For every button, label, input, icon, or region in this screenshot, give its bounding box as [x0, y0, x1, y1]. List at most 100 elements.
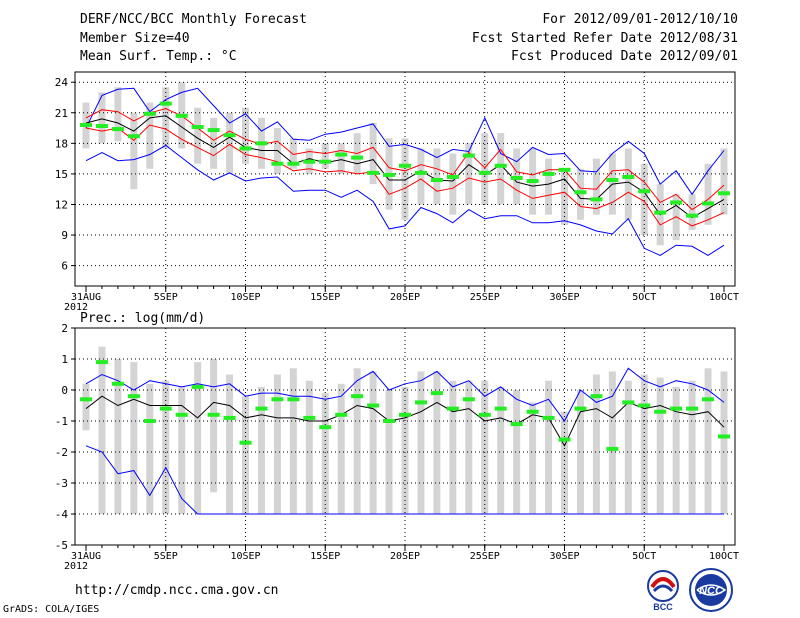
prec-ytick-label: 0: [61, 384, 68, 397]
prec-xtick-label: 10OCT: [709, 551, 739, 562]
temp-spread-bar: [289, 138, 297, 169]
temp-xtick-label: 15SEP: [310, 292, 340, 303]
prec-spread-bar: [401, 386, 409, 514]
prec-observed-marker: [654, 409, 667, 414]
prec-observed-marker: [223, 415, 236, 420]
temp-line-spread_upper: [85, 108, 725, 211]
temp-line-max: [85, 144, 725, 256]
prec-xtick-label: 15SEP: [310, 551, 340, 562]
prec-observed-marker: [95, 360, 108, 365]
temp-observed-marker: [670, 200, 683, 205]
prec-spread-bar: [608, 371, 616, 514]
temp-observed-marker: [127, 134, 140, 139]
prec-observed-marker: [446, 406, 459, 411]
temp-ytick-label: 6: [61, 260, 68, 273]
temp-observed-marker: [80, 122, 92, 127]
temp-ytick-label: 18: [55, 137, 68, 150]
temp-ytick-label: 9: [61, 229, 68, 242]
temp-xtick-label: 30SEP: [549, 292, 579, 303]
temp-observed-marker: [383, 172, 396, 177]
temp-observed-marker: [191, 125, 204, 130]
prec-observed-marker: [383, 419, 396, 423]
prec-observed-marker: [542, 415, 555, 420]
temp-xtick-label: 10SEP: [230, 292, 260, 303]
prec-observed-marker: [111, 381, 124, 386]
prec-ytick-label: -3: [55, 477, 68, 490]
prec-observed-marker: [80, 397, 92, 402]
forecast-start-date: Fcst Started Refer Date 2012/08/31: [471, 31, 738, 46]
prec-observed-marker: [606, 446, 619, 451]
prec-spread-bar: [369, 371, 377, 514]
source-url[interactable]: http://cmdp.ncc.cma.gov.cn: [75, 583, 279, 598]
prec-panel: -5 -4 -3 -2 -1 0 1 2 31AUG 5SEP 10SEP 15SEP 20SEP 25S…: [55, 311, 739, 572]
prec-spread-bar: [194, 362, 202, 514]
temp-ytick-label: 15: [55, 168, 68, 181]
prec-spread-bar: [672, 386, 680, 514]
temp-spread-bar: [497, 133, 505, 205]
temp-observed-marker: [159, 101, 172, 106]
temp-spread-bar: [146, 102, 154, 169]
prec-observed-marker: [638, 403, 651, 408]
variable-label: Mean Surf. Temp.: °C: [80, 49, 237, 64]
temp-observed-marker: [702, 201, 715, 206]
temp-xtick-label: 5SEP: [154, 292, 178, 303]
temp-observed-marker: [638, 189, 651, 194]
prec-observed-marker: [175, 412, 188, 417]
prec-spread-bar: [273, 374, 281, 514]
prec-spread-bar: [433, 371, 441, 514]
temp-observed-marker: [303, 159, 316, 164]
prec-ytick-label: -2: [55, 446, 68, 459]
temp-ytick-label: 21: [55, 107, 68, 120]
temp-spread-bar: [576, 168, 584, 220]
prec-observed-marker: [399, 412, 411, 417]
grads-credit: GrADS: COLA/IGES: [3, 604, 100, 615]
prec-spread-bar: [353, 368, 361, 514]
prec-observed-marker: [478, 412, 491, 417]
prec-spread-bar: [576, 390, 584, 514]
prec-spread-bar: [162, 380, 170, 514]
temp-observed-marker: [143, 111, 156, 116]
prec-spread-bar: [130, 362, 138, 514]
prec-spread-bar: [481, 380, 489, 514]
bcc-logo-text: BCC: [653, 602, 673, 612]
temp-observed-marker: [287, 161, 300, 166]
prec-xtick-label: 10SEP: [230, 551, 260, 562]
prec-ytick-label: -5: [55, 539, 68, 552]
forecast-produced-date: Fcst Produced Date 2012/09/01: [511, 49, 738, 64]
prec-spread-bar: [529, 402, 537, 514]
prec-spread-bar: [226, 374, 234, 514]
temp-line-spread_lower: [85, 124, 725, 227]
prec-observed-marker: [255, 406, 268, 411]
prec-spread-bar: [465, 380, 473, 514]
prec-observed-marker: [191, 384, 204, 389]
temp-spread-bar: [162, 87, 170, 149]
temp-observed-marker: [271, 161, 284, 166]
prec-xtick-label: 20SEP: [390, 551, 420, 562]
prec-observed-marker: [702, 397, 715, 402]
prec-spread-bar: [704, 368, 712, 514]
prec-observed-marker: [287, 397, 300, 402]
member-size: Member Size=40: [80, 31, 190, 46]
prec-line-mean: [85, 395, 725, 447]
temp-spread-bar: [194, 107, 202, 164]
prec-spread-bar: [146, 383, 154, 514]
prec-spread-bar: [688, 380, 696, 514]
prec-spread-bar: [513, 390, 521, 514]
temp-spread-bar: [640, 163, 648, 236]
prec-spread-bar: [624, 380, 632, 514]
temp-observed-marker: [367, 170, 380, 175]
temp-line-min: [85, 87, 725, 196]
temp-xtick-label: 25SEP: [470, 292, 500, 303]
temp-observed-marker: [718, 191, 730, 196]
temp-panel: 6 9 12 15 18 21 24 31AUG 5SEP 10SEP 15SEP 20SEP 25SE…: [55, 71, 739, 313]
prec-spread-bar: [656, 377, 664, 514]
prec-spread-bar: [289, 368, 297, 514]
prec-observed-marker: [207, 412, 220, 417]
prec-spread-bar: [561, 411, 568, 514]
prec-spread-bar: [305, 380, 313, 514]
forecast-period: For 2012/09/01-2012/10/10: [542, 12, 738, 27]
temp-observed-marker: [239, 146, 252, 151]
prec-xtick-label: 30SEP: [549, 551, 579, 562]
temp-spread-bar: [401, 138, 409, 220]
temp-spread-bar: [417, 148, 425, 205]
